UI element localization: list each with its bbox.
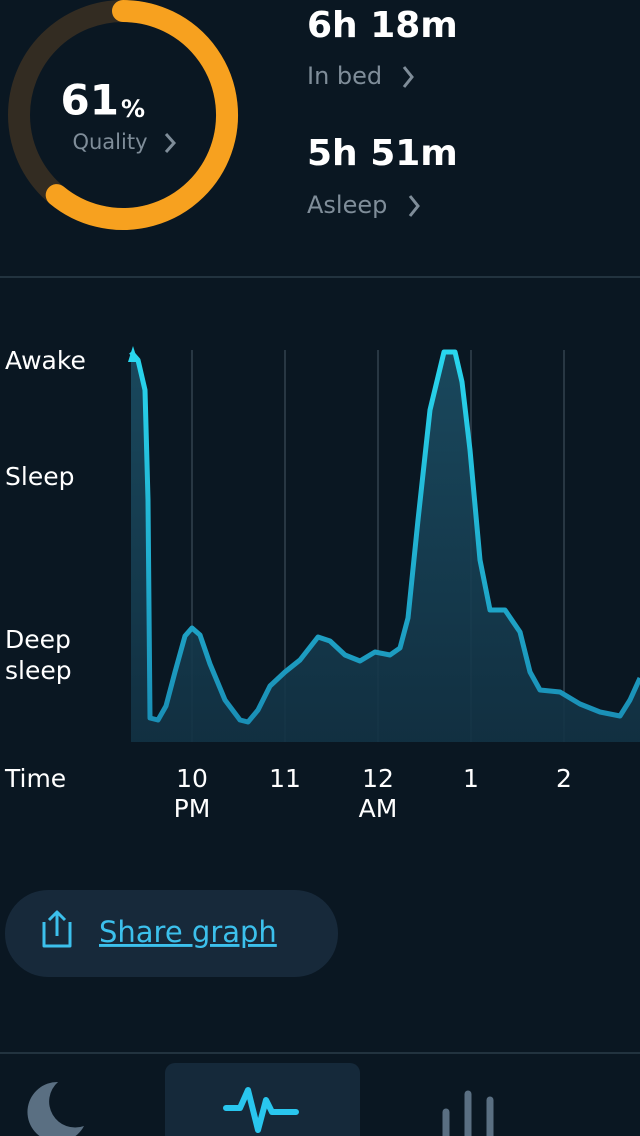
share-button-bg[interactable]: [5, 890, 338, 977]
chevron: [402, 66, 414, 88]
quality-link[interactable]: Quality: [72, 130, 177, 154]
share-icon: [42, 910, 72, 948]
x-label: 2: [556, 764, 572, 793]
asleep-link[interactable]: Asleep: [307, 191, 420, 219]
y-label: Awake: [5, 346, 86, 375]
share-label[interactable]: Share graph: [99, 915, 277, 949]
quality-label[interactable]: Quality: [72, 130, 147, 154]
x-label: PM: [174, 794, 211, 823]
x-label: 1: [463, 764, 479, 793]
x-label: 10: [176, 764, 208, 793]
sleep-curve: [129, 349, 640, 725]
chevron: [164, 133, 177, 153]
pulse-icon[interactable]: [223, 1087, 299, 1133]
y-label: Sleep: [5, 462, 74, 491]
tab-stats[interactable]: [442, 1090, 494, 1136]
quality-value: 61: [61, 76, 119, 125]
quality-arc: [45, 0, 239, 230]
tab-sleep[interactable]: [27, 1081, 84, 1136]
tab-graph[interactable]: [165, 1063, 360, 1136]
in-bed-link[interactable]: In bed: [307, 62, 414, 90]
asleep-value: 5h 51m: [307, 133, 458, 174]
x-title: Time: [4, 764, 66, 793]
tab-highlight[interactable]: [165, 1063, 360, 1136]
quality-unit: %: [121, 95, 145, 123]
moon-icon[interactable]: [27, 1081, 84, 1136]
x-label: AM: [359, 794, 398, 823]
y-label: sleep: [5, 656, 72, 685]
x-label: 12: [362, 764, 394, 793]
in-bed-label[interactable]: In bed: [307, 62, 382, 90]
x-label: 11: [269, 764, 301, 793]
share-button[interactable]: Share graph: [5, 890, 338, 977]
asleep-label[interactable]: Asleep: [307, 191, 387, 219]
in-bed-value: 6h 18m: [307, 5, 458, 46]
y-label: Deep: [5, 625, 71, 654]
chevron: [408, 195, 420, 217]
curve-start: [128, 346, 138, 362]
sleep-area: [131, 352, 640, 742]
